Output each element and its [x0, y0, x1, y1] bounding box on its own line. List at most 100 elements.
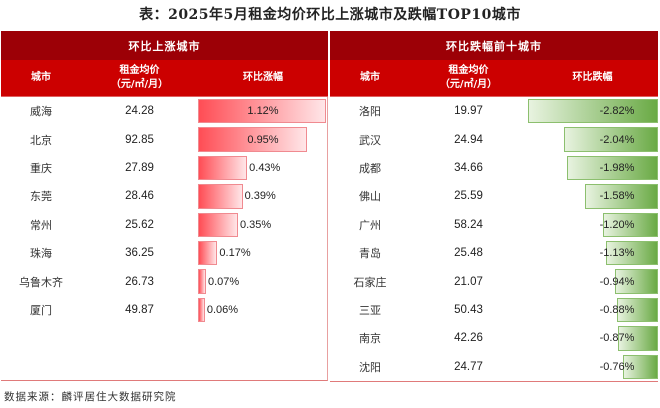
change-cell: 0.06% — [198, 296, 327, 324]
table-row: 重庆 27.89 0.43% — [1, 154, 327, 182]
change-value: -1.20% — [599, 218, 635, 231]
change-value: -1.58% — [599, 190, 635, 203]
city-cell: 南京 — [359, 332, 381, 346]
col-header-change: 环比涨幅 — [243, 72, 283, 83]
change-value: 0.95% — [247, 133, 279, 146]
price-cell: 36.25 — [125, 247, 154, 260]
col-header-price: 租金均价 （元/㎡/月） — [439, 65, 498, 90]
price-cell: 49.87 — [125, 303, 154, 316]
change-cell: -2.82% — [527, 97, 658, 125]
falling-cities-table: 环比跌幅前十城市 城市 租金均价 （元/㎡/月） 环比跌幅 洛阳 19.97 -2.… — [330, 31, 658, 382]
city-cell: 沈阳 — [359, 360, 381, 374]
price-cell: 24.28 — [125, 105, 154, 118]
data-source-note: 数据来源：麟评居住大数据研究院 — [4, 391, 177, 403]
decrease-bar — [563, 127, 658, 152]
increase-bar — [198, 240, 218, 266]
increase-bar — [198, 212, 238, 237]
change-value: -1.13% — [599, 247, 635, 260]
price-cell: 50.43 — [454, 303, 483, 316]
table-row: 三亚 50.43 -0.88% — [330, 296, 658, 324]
decrease-bar — [566, 155, 658, 181]
city-cell: 北京 — [30, 133, 52, 147]
chart-title: 表：2025年5月租金均价环比上涨城市及跌幅TOP10城市 — [139, 7, 521, 23]
change-cell: 1.12% — [198, 97, 327, 125]
table-row: 东莞 28.46 0.39% — [1, 182, 327, 210]
table-row: 沈阳 24.77 -0.76% — [330, 353, 658, 381]
city-cell: 青岛 — [359, 247, 381, 261]
rising-column-headers: 城市 租金均价 （元/㎡/月） 环比涨幅 — [1, 60, 328, 97]
change-value: -0.87% — [599, 332, 635, 345]
table-row: 青岛 25.48 -1.13% — [330, 239, 658, 267]
change-cell: -2.04% — [527, 125, 658, 153]
table-row: 常州 25.62 0.35% — [1, 211, 327, 239]
change-cell: -0.94% — [527, 267, 658, 295]
table-row: 石家庄 21.07 -0.94% — [330, 267, 658, 295]
decrease-bar — [622, 354, 658, 379]
increase-bar — [198, 297, 205, 323]
change-cell: 0.95% — [198, 125, 327, 153]
change-cell: -1.20% — [527, 211, 658, 239]
increase-bar — [198, 184, 243, 209]
decrease-bar — [602, 212, 658, 237]
decrease-bar — [617, 297, 658, 323]
city-cell: 厦门 — [30, 303, 52, 317]
city-cell: 佛山 — [359, 190, 381, 204]
price-cell: 21.07 — [454, 275, 483, 288]
price-cell: 27.89 — [125, 161, 154, 174]
increase-bar — [198, 155, 248, 181]
price-cell: 42.26 — [454, 332, 483, 345]
change-value: 0.35% — [240, 218, 272, 231]
change-value: -2.04% — [599, 133, 635, 146]
col-header-city: 城市 — [360, 72, 380, 83]
table-row: 厦门 49.87 0.06% — [1, 296, 327, 324]
increase-bar — [198, 269, 206, 294]
price-cell: 34.66 — [454, 161, 483, 174]
change-value: 0.39% — [244, 190, 276, 203]
change-cell: 0.07% — [198, 267, 327, 295]
table-row: 威海 24.28 1.12% — [1, 97, 327, 125]
price-cell: 24.77 — [454, 360, 483, 373]
change-value: -0.88% — [599, 303, 635, 316]
city-cell: 常州 — [30, 218, 52, 232]
decrease-bar — [605, 240, 658, 266]
change-value: 1.12% — [247, 105, 279, 118]
city-cell: 洛阳 — [359, 105, 381, 119]
price-cell: 25.48 — [454, 247, 483, 260]
city-cell: 广州 — [359, 218, 381, 232]
decrease-bar — [614, 269, 658, 294]
change-cell: -0.87% — [527, 324, 658, 352]
decrease-bar — [528, 99, 658, 124]
city-cell: 东莞 — [30, 190, 52, 204]
table-row: 洛阳 19.97 -2.82% — [330, 97, 658, 125]
price-cell: 19.97 — [454, 105, 483, 118]
change-value: -0.94% — [599, 275, 635, 288]
city-cell: 武汉 — [359, 133, 381, 147]
falling-column-headers: 城市 租金均价 （元/㎡/月） 环比跌幅 — [330, 60, 658, 97]
price-cell: 28.46 — [125, 190, 154, 203]
table-row: 乌鲁木齐 26.73 0.07% — [1, 267, 327, 295]
change-cell: -1.58% — [527, 182, 658, 210]
falling-table-body: 洛阳 19.97 -2.82% 武汉 24.94 -2.04% 成都 34.66 -1.98% 佛… — [330, 97, 658, 382]
city-cell: 三亚 — [359, 303, 381, 317]
increase-bar — [198, 127, 307, 152]
price-cell: 58.24 — [454, 218, 483, 231]
change-cell: 0.17% — [198, 239, 327, 267]
city-cell: 成都 — [359, 161, 381, 175]
rising-group-header: 环比上涨城市 — [1, 31, 328, 60]
decrease-bar — [617, 326, 658, 351]
change-cell: -0.88% — [527, 296, 658, 324]
price-cell: 25.59 — [454, 190, 483, 203]
table-row: 珠海 36.25 0.17% — [1, 239, 327, 267]
city-cell: 威海 — [30, 105, 52, 119]
city-cell: 珠海 — [30, 247, 52, 261]
change-value: 0.07% — [208, 275, 240, 288]
change-cell: -1.98% — [527, 154, 658, 182]
price-cell: 26.73 — [125, 275, 154, 288]
table-row: 武汉 24.94 -2.04% — [330, 125, 658, 153]
price-cell: 25.62 — [125, 218, 154, 231]
col-header-city: 城市 — [31, 72, 51, 83]
price-cell: 92.85 — [125, 133, 154, 146]
change-cell: -1.13% — [527, 239, 658, 267]
falling-group-header: 环比跌幅前十城市 — [330, 31, 658, 60]
change-cell: 0.39% — [198, 182, 327, 210]
